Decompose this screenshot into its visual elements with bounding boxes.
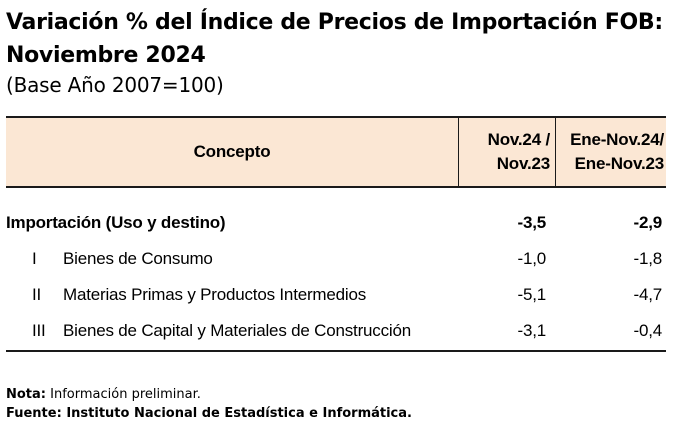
header-divider-1 (458, 118, 459, 186)
nota-line: Nota: Información preliminar. (6, 385, 666, 404)
header-nov: Nov.24 / Nov.23 (458, 118, 551, 186)
row-roman: III (32, 321, 46, 340)
row-value-nov: -3,1 (517, 321, 547, 340)
row-label: Bienes de Capital y Materiales de Constr… (63, 321, 411, 340)
row-value-nov: -1,0 (517, 249, 547, 268)
row-value-ene-nov: -4,7 (633, 285, 663, 304)
row-label: Materias Primas y Productos Intermedios (63, 285, 367, 304)
table-body: Importación (Uso y destino) -3,5 -2,9 I … (6, 188, 666, 352)
table-header: Concepto Nov.24 / Nov.23 Ene-Nov.24/ Ene… (6, 116, 666, 188)
data-table: Concepto Nov.24 / Nov.23 Ene-Nov.24/ Ene… (6, 116, 666, 352)
table-row: I Bienes de Consumo -1,0 -1,8 (6, 242, 666, 278)
row-value-ene-nov: -2,9 (633, 213, 663, 232)
header-nov-line1: Nov.24 / (487, 130, 551, 149)
row-value-ene-nov: -0,4 (633, 321, 663, 340)
header-divider-2 (555, 118, 556, 186)
row-roman: I (32, 249, 37, 268)
page-subtitle: (Base Año 2007=100) (6, 73, 224, 97)
page-title-line2: Noviembre 2024 (6, 43, 206, 68)
row-roman: II (32, 285, 42, 304)
header-concepto: Concepto (193, 142, 271, 161)
row-value-ene-nov: -1,8 (633, 249, 663, 268)
table-row-total: Importación (Uso y destino) -3,5 -2,9 (6, 206, 666, 242)
table-row: II Materias Primas y Productos Intermedi… (6, 278, 666, 314)
header-nov-line2: Nov.23 (496, 154, 550, 173)
row-label: Importación (Uso y destino) (6, 213, 226, 232)
row-label: Bienes de Consumo (63, 249, 213, 268)
header-ene-nov: Ene-Nov.24/ Ene-Nov.23 (551, 118, 664, 186)
page-title-line1: Variación % del Índice de Precios de Imp… (6, 10, 663, 35)
header-ene-line2: Ene-Nov.23 (574, 154, 665, 173)
fuente-line: Fuente: Instituto Nacional de Estadístic… (6, 406, 412, 421)
row-value-nov: -5,1 (517, 285, 547, 304)
row-value-nov: -3,5 (517, 213, 547, 232)
nota-text: Información preliminar. (46, 387, 201, 402)
nota-label: Nota: (6, 387, 46, 402)
title-block: Variación % del Índice de Precios de Imp… (6, 6, 666, 98)
footnotes: Nota: Información preliminar. Fuente: In… (6, 385, 666, 423)
table-row: III Bienes de Capital y Materiales de Co… (6, 314, 666, 350)
header-ene-line1: Ene-Nov.24/ (570, 130, 664, 149)
